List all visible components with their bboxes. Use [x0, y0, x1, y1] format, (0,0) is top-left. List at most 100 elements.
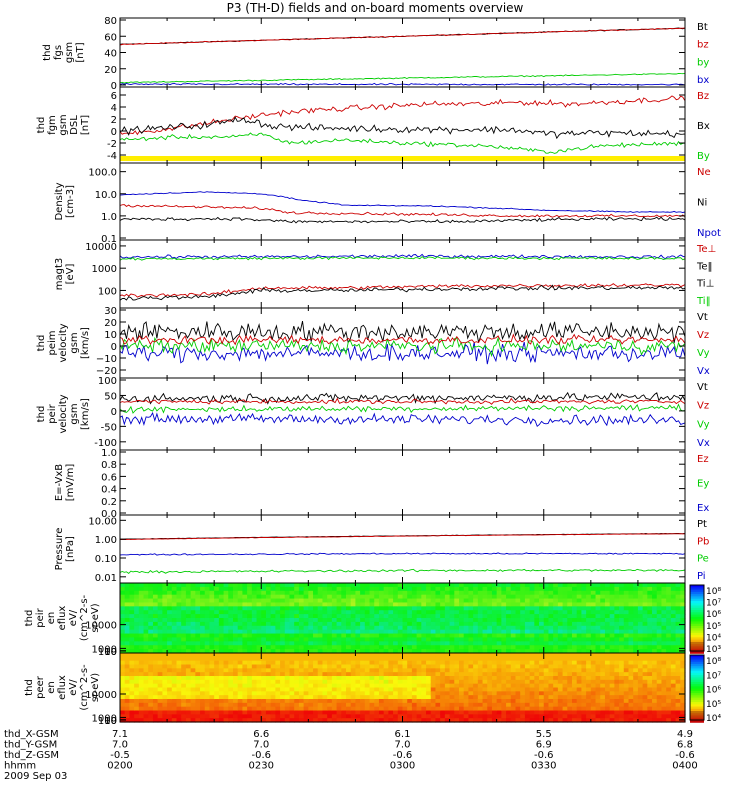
heatmap-cell: [336, 594, 342, 600]
heatmap-cell: [336, 695, 342, 700]
heatmap-cell: [242, 645, 248, 650]
heatmap-cell: [482, 695, 488, 700]
heatmap-cell: [317, 660, 324, 666]
heatmap-cell: [298, 718, 305, 723]
heatmap-cell: [233, 618, 239, 623]
series-vt-line: [119, 321, 686, 344]
heatmap-cell: [214, 621, 220, 627]
heatmap-cell: [619, 660, 625, 666]
heatmap-cell: [435, 594, 441, 600]
heatmap-cell: [633, 706, 639, 712]
heatmap-cell: [171, 621, 178, 627]
heatmap-cell: [124, 614, 131, 619]
y-tick-label: −10: [96, 354, 117, 365]
heatmap-cell: [548, 660, 554, 666]
heatmap-cell: [501, 676, 507, 681]
heatmap-cell: [237, 702, 244, 708]
heatmap-cell: [280, 699, 286, 704]
heatmap-cell: [440, 695, 446, 700]
heatmap-cell: [341, 606, 347, 611]
heatmap-cell: [496, 683, 502, 689]
heatmap-cell: [506, 637, 512, 642]
heatmap-cell: [298, 702, 305, 708]
heatmap-cell: [600, 606, 606, 611]
heatmap-cell: [666, 668, 672, 673]
heatmap-cell: [190, 649, 196, 654]
heatmap-cell: [167, 714, 173, 719]
heatmap-cell: [228, 683, 234, 689]
heatmap-cell: [294, 702, 300, 708]
heatmap-cell: [628, 590, 634, 596]
heatmap-cell: [190, 656, 196, 662]
heatmap-cell: [590, 679, 597, 685]
colorbar-swatch: [690, 704, 704, 708]
heatmap-cell: [600, 676, 606, 681]
heatmap-cell: [666, 594, 672, 600]
heatmap-cell: [204, 618, 211, 623]
heatmap-cell: [656, 691, 663, 696]
heatmap-cell: [209, 699, 215, 704]
heatmap-cell: [675, 687, 681, 692]
heatmap-cell: [567, 656, 573, 662]
heatmap-cell: [393, 625, 399, 631]
heatmap-cell: [482, 645, 488, 650]
heatmap-cell: [124, 625, 131, 631]
heatmap-cell: [275, 664, 281, 669]
heatmap-cell: [233, 598, 239, 604]
heatmap-cell: [539, 656, 545, 662]
heatmap-cell: [449, 695, 455, 700]
heatmap-cell: [369, 645, 375, 650]
heatmap-cell: [581, 637, 587, 642]
heatmap-cell: [247, 714, 253, 719]
heatmap-cell: [595, 714, 601, 719]
heatmap-cell: [171, 706, 178, 712]
heatmap-cell: [510, 702, 517, 708]
heatmap-cell: [162, 645, 168, 650]
heatmap-cell: [256, 653, 262, 658]
heatmap-cell: [604, 683, 611, 689]
heatmap-cell: [195, 672, 201, 677]
heatmap-cell: [506, 633, 512, 639]
heatmap-cell: [402, 598, 408, 604]
heatmap-cell: [294, 706, 300, 712]
heatmap-cell: [487, 699, 493, 704]
heatmap-cell: [383, 602, 389, 607]
heatmap-cell: [633, 653, 639, 658]
heatmap-cell: [459, 660, 465, 666]
heatmap-cell: [261, 586, 267, 592]
heatmap-cell: [576, 664, 583, 669]
heatmap-cell: [614, 718, 620, 723]
heatmap-cell: [468, 695, 474, 700]
heatmap-cell: [477, 621, 484, 627]
heatmap-cell: [614, 706, 620, 712]
heatmap-cell: [331, 699, 338, 704]
heatmap-cell: [247, 586, 253, 592]
colorbar-swatch: [690, 612, 704, 616]
heatmap-cell: [666, 598, 672, 604]
heatmap-cell: [506, 594, 512, 600]
heatmap-cell: [303, 621, 309, 627]
heatmap-cell: [270, 699, 276, 704]
heatmap-cell: [543, 649, 550, 654]
heatmap-cell: [637, 710, 644, 715]
heatmap-cell: [539, 668, 545, 673]
heatmap-cell: [426, 621, 432, 627]
heatmap-cell: [157, 683, 163, 689]
heatmap-cell: [642, 598, 648, 604]
heatmap-cell: [374, 702, 380, 708]
heatmap-cell: [383, 594, 389, 600]
heatmap-cell: [590, 687, 597, 692]
heatmap-cell: [600, 583, 606, 588]
heatmap-cell: [251, 614, 258, 619]
heatmap-cell: [214, 637, 220, 642]
heatmap-cell: [341, 598, 347, 604]
heatmap-cell: [444, 598, 451, 604]
heatmap-cell: [124, 606, 131, 611]
heatmap-cell: [364, 679, 371, 685]
heatmap-cell: [195, 660, 201, 666]
heatmap-cell: [506, 664, 512, 669]
heatmap-cell: [195, 610, 201, 615]
heatmap-cell: [501, 625, 507, 631]
heatmap-cell: [289, 586, 295, 592]
heatmap-cell: [360, 710, 366, 715]
